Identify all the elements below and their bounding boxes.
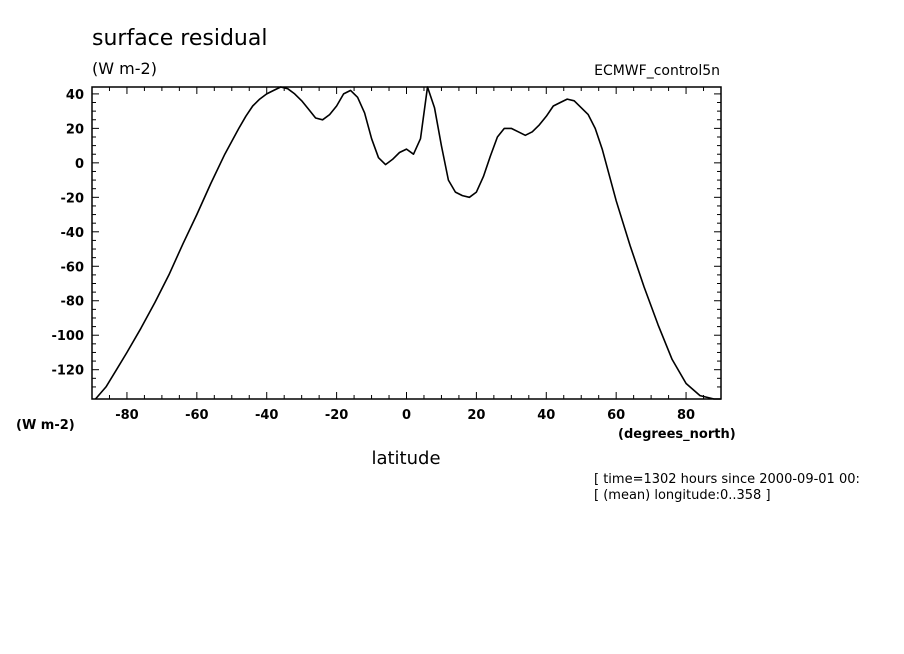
y-tick-label: -60: [61, 260, 85, 275]
dataset-label: ECMWF_control5n: [594, 63, 720, 79]
x-tick-label: 40: [537, 408, 555, 423]
series-line: [94, 86, 721, 400]
x-tick-label: 0: [402, 408, 411, 423]
y-units-label: (W m-2): [16, 418, 75, 433]
x-tick-label: 20: [467, 408, 485, 423]
y-tick-label: -40: [61, 226, 85, 241]
x-axis: -80 -60 -40 -20 0 20 40 60 80: [91, 87, 722, 423]
footer-time-text: [ time=1302 hours since 2000-09-01 00:: [594, 472, 860, 487]
y-tick-label: -100: [51, 329, 84, 344]
series-layer: [94, 86, 721, 400]
y-tick-label: -120: [51, 364, 84, 379]
y-tick-label: 20: [66, 122, 84, 137]
y-tick-label: -80: [61, 295, 85, 310]
x-tick-label: -60: [185, 408, 209, 423]
x-tick-label: -20: [325, 408, 349, 423]
footer-longitude-text: [ (mean) longitude:0..358 ]: [594, 488, 771, 503]
x-tick-label: -40: [255, 408, 279, 423]
x-tick-label: 60: [607, 408, 625, 423]
x-tick-label: -80: [115, 408, 139, 423]
y-axis: 40 20 0 -20 -40 -60 -80 -100 -120: [51, 88, 721, 388]
x-tick-label: 80: [677, 408, 695, 423]
x-axis-title: latitude: [371, 448, 440, 469]
x-units-label: (degrees_north): [618, 427, 736, 442]
plot-frame: [91, 86, 722, 400]
y-tick-label: -20: [61, 191, 85, 206]
y-tick-label: 0: [75, 157, 84, 172]
chart-title: surface residual: [92, 26, 267, 51]
y-tick-label: 40: [66, 88, 84, 103]
units-label: (W m-2): [92, 59, 157, 78]
